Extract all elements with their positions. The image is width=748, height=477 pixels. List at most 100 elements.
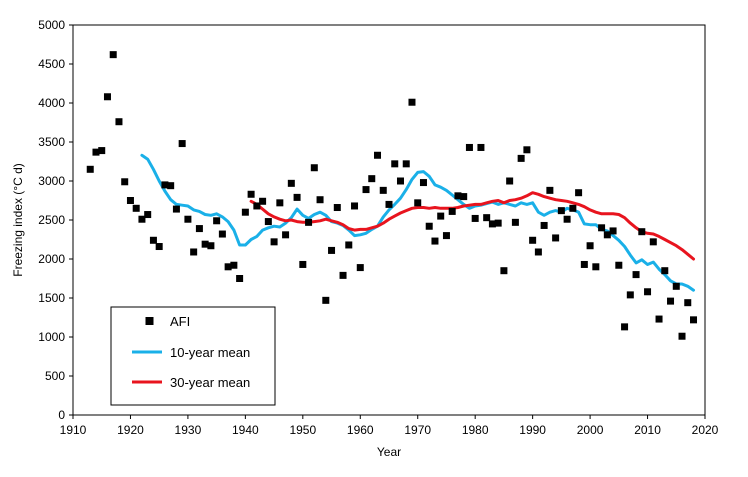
legend-box (110, 306, 276, 406)
afi-points (86, 51, 698, 340)
y-tick-label: 3500 (38, 135, 65, 149)
afi-point (448, 207, 456, 215)
afi-point (626, 291, 634, 299)
afi-point (172, 205, 180, 213)
afi-point (374, 151, 382, 159)
afi-point (437, 212, 445, 220)
y-tick-label: 4500 (38, 57, 65, 71)
afi-point (126, 197, 134, 204)
afi-point (586, 242, 594, 250)
afi-point (511, 218, 519, 226)
afi-point (241, 208, 249, 216)
afi-point (299, 260, 307, 268)
afi-point (500, 267, 508, 275)
afi-point (655, 315, 663, 323)
afi-point (138, 215, 146, 223)
afi-point (236, 275, 244, 282)
afi-point (672, 282, 680, 290)
afi-point (460, 193, 468, 201)
y-tick-label: 3000 (38, 174, 65, 188)
afi-point (184, 215, 192, 223)
afi-point (638, 228, 646, 236)
afi-point (224, 263, 232, 271)
x-tick-label: 1950 (289, 423, 316, 437)
afi-point (195, 225, 203, 233)
afi-point (488, 220, 496, 228)
x-tick-label: 1940 (232, 423, 259, 437)
afi-point (419, 179, 427, 187)
afi-point (414, 199, 422, 207)
legend: AFI 10-year mean 30-year mean (110, 306, 276, 406)
afi-point (540, 221, 548, 229)
afi-point (201, 240, 209, 248)
afi-point (667, 297, 675, 305)
legend-label: AFI (170, 314, 190, 329)
afi-point (178, 140, 186, 148)
afi-point (592, 263, 600, 271)
afi-point (425, 222, 433, 230)
afi-point (477, 143, 485, 151)
afi-point (218, 230, 226, 238)
afi-point (155, 243, 163, 251)
legend-label: 30-year mean (170, 375, 250, 390)
afi-point (132, 204, 140, 212)
y-tick-label: 2000 (38, 252, 65, 266)
afi-point (109, 51, 117, 59)
afi-point (661, 267, 669, 275)
afi-point (144, 211, 152, 219)
afi-point (402, 160, 410, 168)
afi-point (92, 148, 100, 156)
afi-point (621, 323, 629, 331)
afi-point (328, 246, 336, 254)
afi-point (494, 219, 502, 227)
afi-point (345, 241, 353, 249)
afi-point (305, 218, 313, 226)
x-tick-label: 1980 (462, 423, 489, 437)
afi-point (678, 332, 686, 340)
afi-point (385, 200, 393, 208)
afi-point (362, 186, 370, 194)
afi-point (86, 165, 94, 173)
afi-point (546, 186, 554, 194)
x-tick-label: 1920 (117, 423, 144, 437)
afi-point (649, 238, 657, 246)
afi-point (293, 193, 301, 201)
y-tick-label: 2500 (38, 213, 65, 227)
x-tick-label: 2000 (577, 423, 604, 437)
afi-point (368, 175, 376, 183)
afi-point (98, 147, 106, 155)
afi-point (465, 143, 473, 151)
afi-point (442, 232, 450, 240)
afi-point (598, 224, 606, 232)
afi-point (276, 199, 284, 207)
afi-point (310, 164, 318, 172)
y-tick-label: 0 (58, 408, 65, 422)
afi-point (351, 202, 359, 210)
legend-afi-marker (145, 317, 154, 325)
afi-point (287, 179, 295, 187)
y-tick-label: 1000 (38, 330, 65, 344)
afi-point (213, 217, 221, 225)
afi-point (391, 160, 399, 168)
x-tick-label: 1910 (60, 423, 87, 437)
afi-point (316, 196, 324, 204)
y-tick-label: 500 (45, 369, 65, 383)
afi-point (690, 316, 698, 324)
x-tick-label: 1960 (347, 423, 374, 437)
afi-point (264, 218, 272, 226)
legend-label: 10-year mean (170, 345, 250, 360)
afi-point (149, 236, 157, 244)
x-tick-label: 1970 (404, 423, 431, 437)
x-tick-label: 2020 (692, 423, 719, 437)
y-tick-label: 1500 (38, 291, 65, 305)
afi-point (609, 227, 617, 235)
afi-point (563, 215, 571, 223)
afi-point (615, 261, 623, 269)
afi-point (454, 192, 462, 200)
afi-point (506, 177, 514, 185)
afi-point (552, 234, 560, 242)
x-tick-label: 1930 (175, 423, 202, 437)
afi-point (431, 237, 439, 245)
y-axis-ticks: 0 500 1000 1500 2000 2500 3000 3500 4000 4500 5000 (38, 18, 73, 422)
